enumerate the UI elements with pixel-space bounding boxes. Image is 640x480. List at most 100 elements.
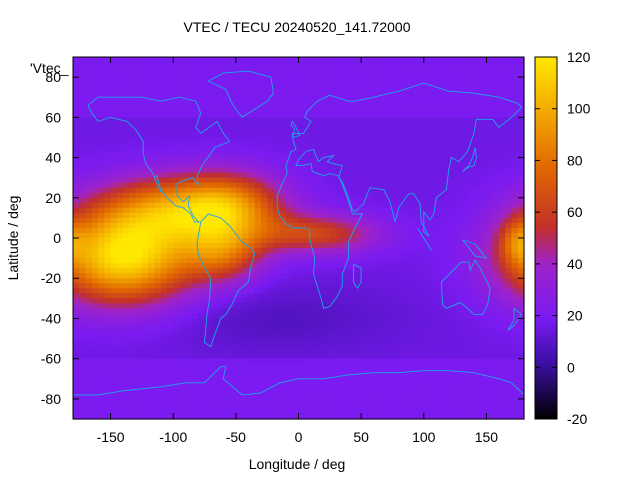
heatmap-cell — [473, 373, 481, 380]
heatmap-cell — [123, 363, 130, 370]
heatmap-cell — [517, 152, 525, 159]
heatmap-cell — [179, 177, 187, 184]
heatmap-cell — [123, 137, 130, 144]
heatmap-cell — [367, 147, 375, 154]
heatmap-cell — [129, 273, 137, 279]
heatmap-cell — [179, 217, 187, 224]
heatmap-cell — [285, 243, 293, 249]
heatmap-cell — [141, 212, 149, 219]
heatmap-cell — [85, 72, 93, 78]
heatmap-cell — [192, 232, 199, 239]
heatmap-cell — [517, 192, 525, 199]
heatmap-cell — [229, 162, 237, 169]
heatmap-cell — [342, 248, 350, 254]
heatmap-cell — [273, 177, 281, 184]
heatmap-cell — [129, 353, 137, 360]
heatmap-cell — [235, 147, 243, 154]
heatmap-cell — [79, 268, 87, 274]
heatmap-cell — [323, 343, 331, 350]
heatmap-cell — [223, 268, 231, 274]
heatmap-cell — [110, 328, 118, 335]
heatmap-cell — [298, 348, 306, 355]
heatmap-cell — [304, 172, 312, 179]
heatmap-cell — [217, 358, 224, 365]
heatmap-cell — [323, 253, 331, 259]
heatmap-cell — [116, 122, 124, 128]
heatmap-cell — [204, 87, 212, 93]
heatmap-cell — [254, 112, 262, 118]
heatmap-cell — [323, 57, 331, 63]
heatmap-cell — [511, 212, 519, 219]
heatmap-cell — [455, 62, 462, 68]
heatmap-cell — [242, 97, 249, 103]
heatmap-cell — [467, 303, 475, 309]
heatmap-cell — [85, 398, 93, 405]
heatmap-cell — [154, 388, 162, 395]
heatmap-cell — [267, 288, 275, 294]
heatmap-cell — [79, 348, 87, 355]
heatmap-cell — [392, 97, 400, 103]
heatmap-cell — [423, 298, 431, 304]
heatmap-cell — [248, 378, 256, 385]
heatmap-cell — [116, 172, 124, 179]
heatmap-cell — [73, 303, 80, 309]
heatmap-cell — [492, 137, 500, 144]
heatmap-cell — [79, 293, 87, 299]
heatmap-cell — [185, 313, 193, 320]
heatmap-cell — [348, 222, 356, 229]
heatmap-cell — [279, 117, 287, 123]
heatmap-cell — [511, 338, 519, 345]
heatmap-cell — [229, 182, 237, 189]
heatmap-cell — [311, 328, 318, 335]
heatmap-cell — [298, 248, 306, 254]
heatmap-cell — [260, 383, 268, 390]
heatmap-cell — [210, 117, 218, 123]
heatmap-cell — [110, 323, 118, 330]
heatmap-cell — [329, 67, 337, 73]
heatmap-cell — [235, 338, 243, 345]
heatmap-cell — [304, 373, 312, 380]
heatmap-cell — [148, 182, 156, 189]
heatmap-cell — [361, 102, 368, 108]
heatmap-cell — [185, 217, 193, 224]
heatmap-cell — [254, 152, 262, 159]
heatmap-cell — [473, 273, 481, 279]
heatmap-cell — [417, 248, 425, 254]
heatmap-cell — [442, 147, 450, 154]
heatmap-cell — [198, 177, 206, 184]
heatmap-cell — [467, 172, 475, 179]
heatmap-cell — [511, 57, 519, 63]
heatmap-cell — [373, 258, 381, 264]
heatmap-cell — [267, 222, 275, 229]
heatmap-cell — [248, 197, 256, 204]
heatmap-cell — [192, 217, 199, 224]
heatmap-cell — [273, 147, 281, 154]
heatmap-cell — [392, 117, 400, 123]
heatmap-cell — [279, 253, 287, 259]
heatmap-cell — [486, 72, 494, 78]
heatmap-cell — [141, 202, 149, 209]
heatmap-cell — [116, 87, 124, 93]
heatmap-cell — [336, 92, 343, 98]
heatmap-cell — [116, 162, 124, 169]
heatmap-cell — [248, 212, 256, 219]
heatmap-cell — [486, 177, 494, 184]
heatmap-cell — [279, 358, 287, 365]
heatmap-cell — [154, 353, 162, 360]
heatmap-cell — [248, 107, 256, 113]
heatmap-cell — [311, 373, 318, 380]
heatmap-cell — [304, 72, 312, 78]
heatmap-cell — [248, 72, 256, 78]
heatmap-cell — [336, 258, 343, 264]
heatmap-cell — [367, 388, 375, 395]
heatmap-cell — [123, 187, 130, 194]
heatmap-cell — [492, 162, 500, 169]
heatmap-cell — [123, 152, 130, 159]
heatmap-cell — [198, 318, 206, 325]
heatmap-cell — [455, 162, 462, 169]
heatmap-cell — [348, 303, 356, 309]
heatmap-cell — [442, 248, 450, 254]
heatmap-cell — [423, 313, 431, 320]
heatmap-cell — [260, 293, 268, 299]
heatmap-cell — [430, 117, 437, 123]
